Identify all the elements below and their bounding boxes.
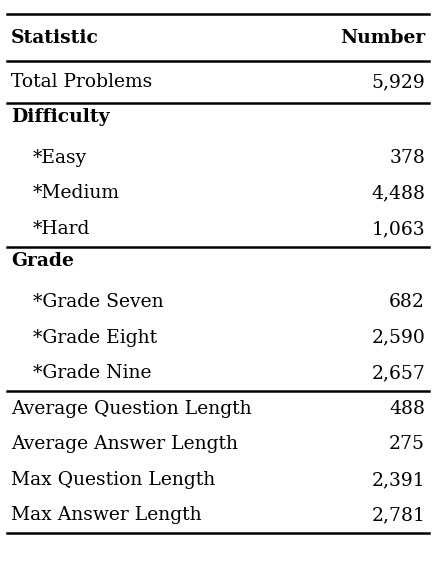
- Text: Grade: Grade: [11, 252, 74, 270]
- Text: Statistic: Statistic: [11, 29, 99, 47]
- Text: *Grade Nine: *Grade Nine: [33, 364, 151, 382]
- Text: Average Question Length: Average Question Length: [11, 400, 252, 418]
- Text: *Hard: *Hard: [33, 220, 90, 238]
- Text: Difficulty: Difficulty: [11, 108, 109, 126]
- Text: 682: 682: [389, 293, 425, 311]
- Text: *Grade Seven: *Grade Seven: [33, 293, 163, 311]
- Text: 2,590: 2,590: [371, 328, 425, 347]
- Text: 2,781: 2,781: [371, 506, 425, 525]
- Text: Max Answer Length: Max Answer Length: [11, 506, 201, 525]
- Text: Average Answer Length: Average Answer Length: [11, 435, 238, 453]
- Text: *Easy: *Easy: [33, 149, 87, 167]
- Text: 5,929: 5,929: [371, 73, 425, 91]
- Text: Max Question Length: Max Question Length: [11, 471, 215, 489]
- Text: Total Problems: Total Problems: [11, 73, 152, 91]
- Text: 488: 488: [389, 400, 425, 418]
- Text: 378: 378: [389, 149, 425, 167]
- Text: *Medium: *Medium: [33, 184, 120, 203]
- Text: 2,657: 2,657: [371, 364, 425, 382]
- Text: 2,391: 2,391: [371, 471, 425, 489]
- Text: 1,063: 1,063: [371, 220, 425, 238]
- Text: Number: Number: [340, 29, 425, 47]
- Text: 275: 275: [389, 435, 425, 453]
- Text: *Grade Eight: *Grade Eight: [33, 328, 157, 347]
- Text: 4,488: 4,488: [371, 184, 425, 203]
